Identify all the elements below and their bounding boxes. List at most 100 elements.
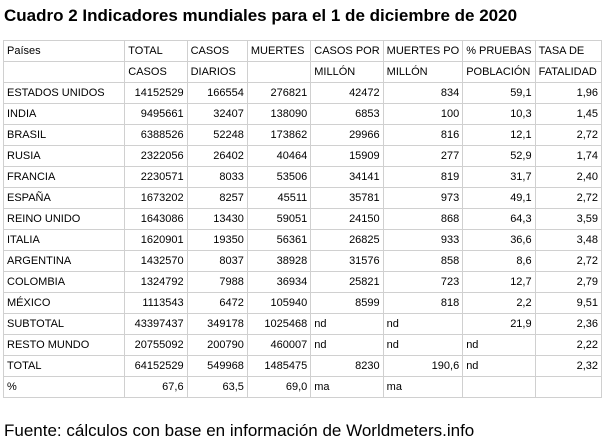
cell-country: FRANCIA xyxy=(2,166,126,188)
cell-deaths-per-million: 933 xyxy=(382,229,464,251)
cell-fatality-rate: 3,48 xyxy=(534,229,602,251)
cell-tests-population: 8,6 xyxy=(462,250,536,272)
cell-fatality-rate: 2,79 xyxy=(534,271,602,293)
cell-deaths: 36934 xyxy=(246,271,312,293)
cell-deaths-per-million: ma xyxy=(382,376,464,398)
header-cell-daily-cases: CASOS xyxy=(186,40,248,62)
cell-deaths: 173862 xyxy=(246,124,312,146)
table-row: ARGENTINA 1432570 8037 38928 31576 858 8,6 2,72 xyxy=(2,250,602,272)
cell-daily-cases: 63,5 xyxy=(186,376,248,398)
cell-deaths: 45511 xyxy=(246,187,312,209)
cell-fatality-rate: 2,22 xyxy=(534,334,602,356)
table-row: COLOMBIA 1324792 7988 36934 25821 723 12,7 2,79 xyxy=(2,271,602,293)
table-row: ESPAÑA 1673202 8257 45511 35781 973 49,1 2,72 xyxy=(2,187,602,209)
cell-tests-population: nd xyxy=(462,334,536,356)
cell-deaths: 1025468 xyxy=(246,313,312,335)
cell-country: COLOMBIA xyxy=(2,271,126,293)
cell-total-cases: 1113543 xyxy=(124,292,188,314)
cell-tests-population: 10,3 xyxy=(462,103,536,125)
cell-total-cases: 14152529 xyxy=(124,82,188,104)
cell-daily-cases: 8257 xyxy=(186,187,248,209)
table-row: BRASIL 6388526 52248 173862 29966 816 12,1 2,72 xyxy=(2,124,602,146)
header-cell-total-cases: TOTAL xyxy=(124,40,188,62)
cell-total-cases: 1620901 xyxy=(124,229,188,251)
cell-country: TOTAL xyxy=(2,355,126,377)
cell-total-cases: 43397437 xyxy=(124,313,188,335)
cell-deaths: 56361 xyxy=(246,229,312,251)
cell-deaths-per-million: 818 xyxy=(382,292,464,314)
cell-daily-cases: 52248 xyxy=(186,124,248,146)
cell-daily-cases: 32407 xyxy=(186,103,248,125)
cell-deaths: 138090 xyxy=(246,103,312,125)
table-row: ITALIA 1620901 19350 56361 26825 933 36,6 3,48 xyxy=(2,229,602,251)
header-cell-cases-per-million: MILLÓN xyxy=(310,61,384,83)
cell-deaths: 59051 xyxy=(246,208,312,230)
cell-fatality-rate: 3,59 xyxy=(534,208,602,230)
cell-tests-population xyxy=(462,376,536,398)
cell-total-cases: 2230571 xyxy=(124,166,188,188)
cell-deaths: 40464 xyxy=(246,145,312,167)
header-cell-deaths: MUERTES xyxy=(246,40,312,62)
cell-country: RUSIA xyxy=(2,145,126,167)
cell-daily-cases: 8037 xyxy=(186,250,248,272)
header-cell-deaths-per-million: MILLÓN xyxy=(382,61,464,83)
cell-total-cases: 2322056 xyxy=(124,145,188,167)
cell-deaths-per-million: 100 xyxy=(382,103,464,125)
cell-deaths: 105940 xyxy=(246,292,312,314)
cell-total-cases: 20755092 xyxy=(124,334,188,356)
cell-daily-cases: 26402 xyxy=(186,145,248,167)
cell-fatality-rate: 2,72 xyxy=(534,124,602,146)
header-cell-country xyxy=(2,61,126,83)
cell-country: RESTO MUNDO xyxy=(2,334,126,356)
header-row: Países TOTAL CASOS MUERTES CASOS POR MUERTES … xyxy=(2,40,602,62)
cell-tests-population: 49,1 xyxy=(462,187,536,209)
table-row: INDIA 9495661 32407 138090 6853 100 10,3 1,45 xyxy=(2,103,602,125)
cell-total-cases: 67,6 xyxy=(124,376,188,398)
cell-deaths: 1485475 xyxy=(246,355,312,377)
cell-fatality-rate: 2,36 xyxy=(534,313,602,335)
cell-cases-per-million: ma xyxy=(310,376,384,398)
cell-cases-per-million: 42472 xyxy=(310,82,384,104)
cell-fatality-rate: 2,72 xyxy=(534,250,602,272)
table-row: ESTADOS UNIDOS 14152529 166554 276821 42472 8… xyxy=(2,82,602,104)
table-title: Cuadro 2 Indicadores mundiales para el 1… xyxy=(4,6,518,25)
source-footnote: Fuente: cálculos con base en información… xyxy=(4,421,475,440)
cell-fatality-rate: 1,45 xyxy=(534,103,602,125)
cell-daily-cases: 8033 xyxy=(186,166,248,188)
cell-deaths-per-million: 277 xyxy=(382,145,464,167)
cell-daily-cases: 166554 xyxy=(186,82,248,104)
header-row: CASOS DIARIOS MILLÓN MILLÓN POBLACIÓN FATALID… xyxy=(2,61,602,83)
cell-cases-per-million: 15909 xyxy=(310,145,384,167)
cell-total-cases: 1432570 xyxy=(124,250,188,272)
table-row: FRANCIA 2230571 8033 53506 34141 819 31,7 2,40 xyxy=(2,166,602,188)
cell-fatality-rate xyxy=(534,376,602,398)
cell-cases-per-million: 25821 xyxy=(310,271,384,293)
cell-deaths-per-million: 723 xyxy=(382,271,464,293)
cell-country: ARGENTINA xyxy=(2,250,126,272)
table-row: MÉXICO 1113543 6472 105940 8599 818 2,2 9,51 xyxy=(2,292,602,314)
cell-fatality-rate: 2,72 xyxy=(534,187,602,209)
cell-tests-population: 12,1 xyxy=(462,124,536,146)
cell-cases-per-million: 34141 xyxy=(310,166,384,188)
cell-deaths-per-million: nd xyxy=(382,313,464,335)
cell-country: MÉXICO xyxy=(2,292,126,314)
cell-cases-per-million: 8599 xyxy=(310,292,384,314)
cell-tests-population: 59,1 xyxy=(462,82,536,104)
cell-daily-cases: 200790 xyxy=(186,334,248,356)
header-cell-cases-per-million: CASOS POR xyxy=(310,40,384,62)
cell-tests-population: 52,9 xyxy=(462,145,536,167)
cell-cases-per-million: 8230 xyxy=(310,355,384,377)
header-cell-fatality-rate: FATALIDAD xyxy=(534,61,602,83)
header-cell-tests-population: % PRUEBAS xyxy=(462,40,536,62)
cell-daily-cases: 549968 xyxy=(186,355,248,377)
cell-deaths-per-million: 868 xyxy=(382,208,464,230)
cell-deaths-per-million: 973 xyxy=(382,187,464,209)
cell-country: ITALIA xyxy=(2,229,126,251)
cell-deaths: 53506 xyxy=(246,166,312,188)
header-cell-total-cases: CASOS xyxy=(124,61,188,83)
cell-cases-per-million: 26825 xyxy=(310,229,384,251)
cell-deaths-per-million: 816 xyxy=(382,124,464,146)
cell-tests-population: 31,7 xyxy=(462,166,536,188)
table-row: % 67,6 63,5 69,0 ma ma xyxy=(2,376,602,398)
